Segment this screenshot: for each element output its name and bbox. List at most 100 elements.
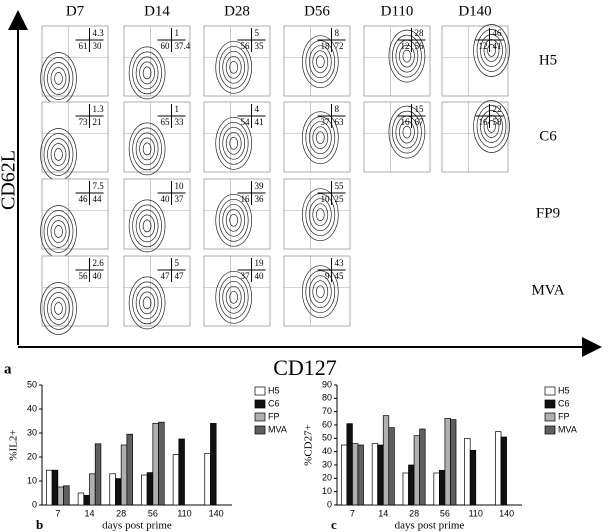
legend-label: H5 (268, 385, 280, 395)
quadrant-value: 9 (325, 271, 330, 281)
quadrant-value: 67 (415, 117, 425, 127)
quadrant-value: 47 (175, 271, 185, 281)
quadrant-value: 46 (493, 28, 503, 38)
contour (480, 34, 503, 67)
contour (308, 275, 332, 309)
contour (392, 34, 422, 78)
y-tick-label: 10 (27, 475, 37, 485)
quadrant-value: 37 (241, 271, 251, 281)
quadrant-value: 36 (255, 194, 265, 204)
contour-plot (283, 255, 351, 327)
contour (128, 199, 166, 253)
quadrant-value: 16 (479, 117, 489, 127)
bar (210, 423, 217, 506)
contour (315, 285, 325, 299)
contour (139, 291, 155, 315)
contour (142, 66, 152, 80)
quadrant-value: 10 (321, 194, 331, 204)
contour (312, 280, 329, 304)
bar (388, 427, 395, 506)
contour (222, 280, 246, 314)
contour (142, 219, 152, 233)
quadrant-value: 30 (93, 41, 103, 51)
contour (47, 62, 70, 95)
y-tick-label: 20 (27, 451, 37, 461)
quadrant-value: 44 (93, 194, 103, 204)
y-tick-label: 20 (322, 473, 332, 483)
contour (392, 110, 422, 154)
bar (357, 444, 364, 506)
contour (128, 46, 166, 100)
quadrant-value: 4 (255, 104, 260, 114)
contour (139, 214, 155, 238)
bar (77, 492, 85, 506)
quadrant-value: 8 (335, 104, 340, 114)
contour (43, 210, 74, 253)
quadrant-value: 12 (401, 41, 410, 51)
y-tick-label: 30 (27, 427, 37, 437)
contour (218, 198, 249, 242)
bar (141, 474, 148, 506)
panel-letter: a (4, 361, 12, 377)
contour (476, 29, 507, 72)
contour (301, 111, 339, 165)
bar (382, 415, 390, 506)
quadrant-value: 1.3 (93, 104, 105, 114)
quadrant-value: 18 (321, 41, 331, 51)
contour (229, 290, 239, 304)
bar (500, 436, 507, 506)
y-axis-title: %CD27+ (303, 424, 315, 466)
quadrant-value: 4.3 (93, 28, 105, 38)
quadrant-value: 37 (321, 117, 331, 127)
contour (308, 45, 332, 79)
contour (47, 138, 70, 171)
contour (50, 297, 67, 320)
quadrant-value: 55 (335, 181, 345, 191)
x-axis-title: CD127 (273, 355, 337, 380)
contour (132, 281, 162, 325)
quadrant-value: 65 (161, 117, 171, 127)
contour (480, 110, 503, 143)
contour (312, 203, 329, 227)
contour (142, 296, 152, 310)
quadrant-value: 1 (175, 28, 180, 38)
quadrant-value: 56 (241, 41, 251, 51)
legend-label: MVA (268, 424, 287, 434)
y-axis-title: %IL2+ (8, 429, 20, 460)
bar (408, 464, 415, 506)
y-tick-label: 50 (322, 433, 332, 443)
contour-plot (283, 178, 351, 250)
contour-plot (203, 255, 271, 327)
contour (305, 116, 336, 160)
bar (402, 472, 409, 506)
quadrant-value: 10 (175, 181, 185, 191)
legend-label: C6 (558, 398, 570, 408)
y-tick-label: 30 (322, 459, 332, 469)
quadrant-value: 41 (255, 117, 264, 127)
contour (218, 121, 249, 165)
contour (54, 302, 63, 315)
contour (215, 270, 253, 324)
column-header: D56 (304, 3, 330, 19)
contour (487, 120, 496, 133)
bar (340, 444, 348, 506)
contour (229, 60, 239, 74)
contour (473, 24, 510, 77)
bar (57, 486, 64, 506)
contour (305, 40, 336, 84)
quadrant-value: 33 (175, 117, 185, 127)
contour (399, 44, 415, 68)
bar (158, 421, 165, 506)
contour (128, 276, 166, 330)
quadrant-value: 60 (161, 41, 171, 51)
contour-plot (363, 101, 431, 173)
x-tick-label: 14 (378, 508, 388, 518)
contour (132, 51, 162, 95)
quadrant-value: 15 (415, 104, 425, 114)
quadrant-value: 73 (79, 117, 89, 127)
contour (215, 193, 253, 247)
contour (47, 215, 70, 248)
contour (142, 142, 152, 156)
legend-label: C6 (268, 398, 280, 408)
contour-plot (41, 255, 109, 327)
